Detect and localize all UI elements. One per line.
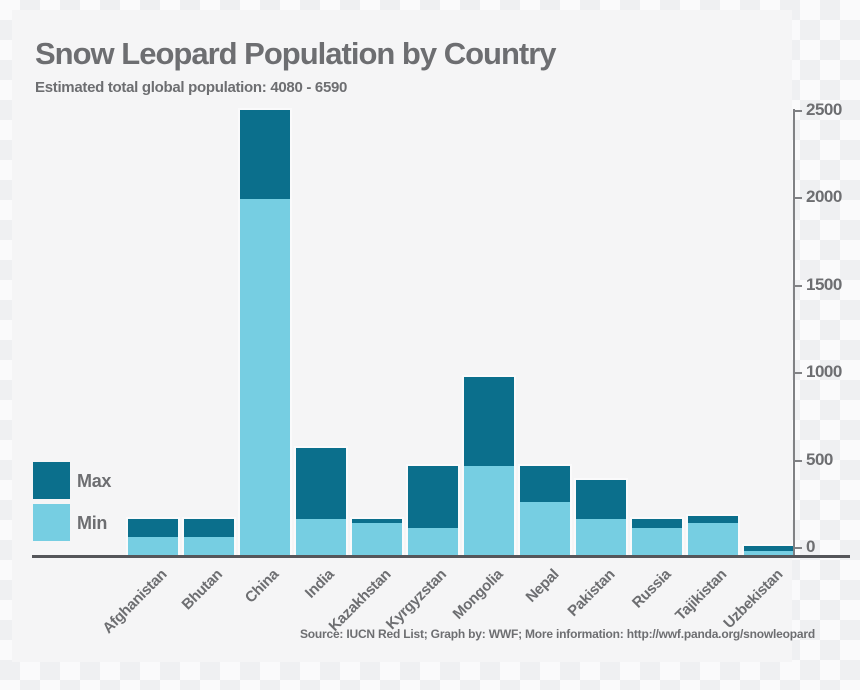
bar-mongolia (464, 377, 514, 555)
bar-segment-max (520, 466, 570, 502)
bar-tajikistan (688, 516, 738, 555)
bar-segment-max (464, 377, 514, 466)
bar-segment-max (632, 519, 682, 528)
bar-uzbekistan (744, 546, 794, 555)
bar-segment-max (688, 516, 738, 523)
bar-segment-max (408, 466, 458, 528)
bar-segment-max (576, 480, 626, 519)
bar-pakistan (576, 480, 626, 555)
legend-min-swatch (33, 504, 70, 541)
legend-max-label: Max (77, 471, 112, 491)
y-tick-label-2000: 2000 (806, 187, 842, 206)
y-axis-line (793, 109, 795, 558)
chart-background-panel (12, 10, 792, 662)
y-tick-1500 (793, 285, 802, 287)
y-tick-label-2500: 2500 (806, 100, 842, 119)
x-axis-baseline (32, 555, 850, 558)
legend-max-swatch (33, 462, 70, 499)
y-tick-label-1000: 1000 (806, 362, 842, 381)
chart-subtitle: Estimated total global population: 4080 … (35, 79, 348, 96)
bar-russia (632, 519, 682, 555)
y-tick-label-1500: 1500 (806, 275, 842, 294)
chart-title: Snow Leopard Population by Country (35, 36, 557, 71)
y-tick-0 (793, 547, 802, 549)
y-tick-1000 (793, 372, 802, 374)
bar-segment-max (128, 519, 178, 537)
bar-kyrgyzstan (408, 466, 458, 555)
bar-china (240, 110, 290, 555)
bar-kazakhstan (352, 519, 402, 555)
bar-segment-max (352, 519, 402, 523)
bar-nepal (520, 466, 570, 555)
y-tick-500 (793, 460, 802, 462)
y-tick-2000 (793, 197, 802, 199)
bar-segment-max (184, 519, 234, 537)
bar-segment-max (296, 448, 346, 519)
bar-bhutan (184, 519, 234, 555)
y-tick-label-0: 0 (806, 537, 815, 556)
source-credit: Source: IUCN Red List; Graph by: WWF; Mo… (299, 627, 815, 641)
bar-segment-max (240, 110, 290, 199)
legend-min-label: Min (77, 513, 108, 533)
y-tick-label-500: 500 (806, 450, 833, 469)
y-tick-2500 (793, 110, 802, 112)
bar-segment-max (744, 546, 794, 551)
bar-afghanistan (128, 519, 178, 555)
bar-india (296, 448, 346, 555)
